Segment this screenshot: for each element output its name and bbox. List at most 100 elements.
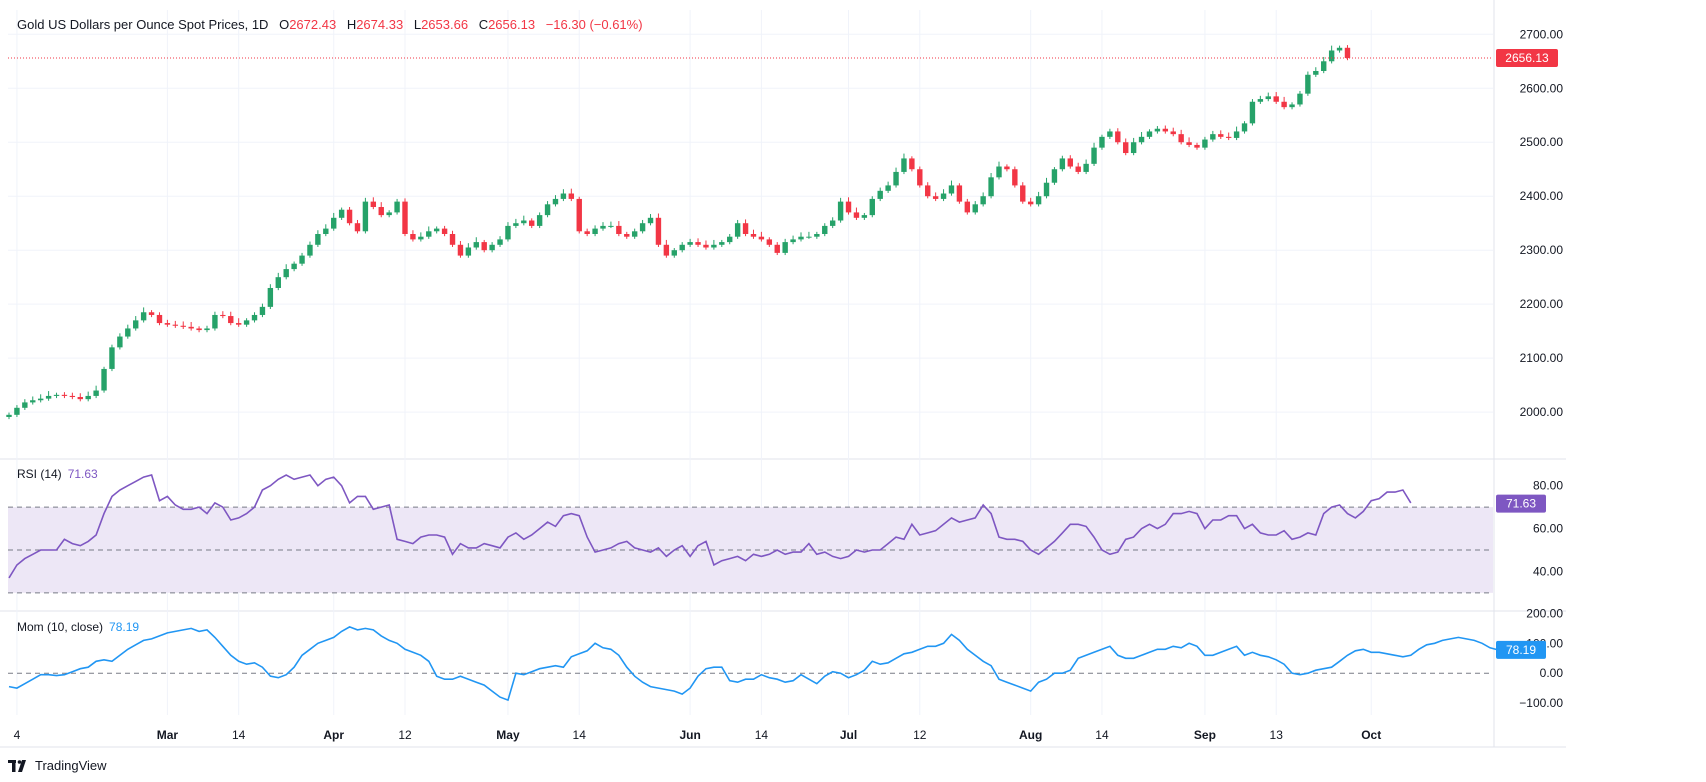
price-candle (1218, 130, 1224, 140)
candle-body (505, 225, 511, 240)
candle-body (410, 234, 416, 240)
price-axis-label: 2400.00 (1520, 189, 1564, 203)
price-candle (449, 230, 456, 247)
candle-body (1051, 169, 1058, 183)
candle-body (1289, 104, 1295, 108)
candle-body (473, 242, 479, 248)
candle-body (1170, 131, 1176, 135)
candle-body (1004, 166, 1010, 170)
candle-body (220, 314, 226, 317)
price-candle (837, 197, 844, 223)
price-candle (370, 197, 377, 210)
vertical-grid (16, 10, 1372, 715)
candle-body (1218, 134, 1224, 137)
candle-body (1035, 196, 1042, 205)
time-axis-label: 14 (573, 728, 587, 742)
candle-body (727, 236, 733, 243)
price-candle (291, 261, 297, 272)
candle-body (679, 244, 685, 251)
price-candle (940, 189, 947, 202)
price-candle (481, 239, 487, 253)
candle-body (259, 306, 266, 315)
candle-body (1091, 147, 1097, 164)
price-axis-label: 2600.00 (1520, 81, 1564, 95)
candle-body (1297, 93, 1303, 105)
candle-body (584, 231, 590, 234)
candle-body (711, 244, 717, 248)
price-candle (172, 320, 179, 328)
price-candle (853, 207, 860, 220)
price-candle (259, 303, 266, 318)
candle-body (180, 325, 186, 327)
candle-body (251, 314, 258, 321)
candle-body (433, 228, 440, 232)
price-candle (980, 192, 986, 207)
price-candle (1004, 164, 1010, 172)
price-candle (782, 238, 788, 256)
price-candle (568, 188, 575, 202)
rsi-axis-label: 80.00 (1533, 479, 1563, 493)
price-candle (378, 202, 384, 218)
price-candle (766, 237, 773, 247)
candle-body (616, 225, 622, 234)
price-candle (1194, 142, 1200, 150)
price-candle (655, 213, 662, 247)
candle-body (172, 324, 179, 326)
candle-body (1194, 144, 1200, 148)
candle-body (647, 217, 654, 224)
price-candle (1020, 182, 1026, 204)
time-axis-label: Sep (1194, 728, 1216, 742)
price-candle (624, 231, 630, 239)
price-candle (711, 239, 717, 250)
candle-body (22, 402, 28, 408)
price-candle (719, 239, 725, 247)
price-candle (204, 325, 210, 333)
candle-body (133, 320, 139, 329)
price-candle (639, 219, 646, 234)
price-candle (521, 215, 527, 226)
candle-body (909, 158, 915, 170)
price-candle (727, 234, 733, 245)
price-candle (235, 318, 242, 327)
candle-body (1225, 136, 1232, 138)
candle-body (291, 263, 297, 270)
price-candle (180, 321, 186, 329)
tradingview-logo[interactable]: TradingView (8, 758, 107, 773)
price-candle (109, 344, 115, 372)
candle-body (1027, 201, 1034, 205)
candle-body (576, 198, 582, 232)
price-candle (1027, 197, 1034, 207)
time-axis-label: Apr (323, 728, 344, 742)
candle-body (719, 242, 725, 245)
price-candle (909, 156, 915, 172)
mom-axis-label: −100.00 (1519, 696, 1563, 710)
candle-body (378, 207, 384, 216)
candle-body (53, 394, 60, 396)
price-candle (1178, 129, 1184, 145)
candle-body (101, 368, 107, 391)
time-axis-label: 4 (14, 728, 21, 742)
price-candle (418, 232, 424, 242)
candle-body (1020, 185, 1026, 202)
candle-body (148, 312, 155, 315)
price-candle (600, 222, 606, 231)
candle-body (829, 220, 836, 226)
candle-body (671, 250, 677, 256)
price-candle (22, 399, 28, 410)
candle-body (346, 209, 353, 224)
candle-body (1202, 139, 1208, 148)
candle-body (196, 328, 202, 331)
candle-body (164, 323, 171, 325)
price-candle (386, 210, 392, 218)
candle-body (536, 215, 543, 226)
price-candle (1035, 191, 1042, 207)
candle-body (457, 244, 464, 256)
price-candle (1297, 90, 1303, 107)
candle-body (1328, 50, 1335, 62)
price-axis-label: 2100.00 (1520, 351, 1564, 365)
price-candle (30, 396, 36, 405)
candle-body (885, 185, 891, 191)
candle-body (996, 166, 1002, 178)
candle-body (228, 316, 234, 324)
time-axis-label: May (496, 728, 520, 742)
